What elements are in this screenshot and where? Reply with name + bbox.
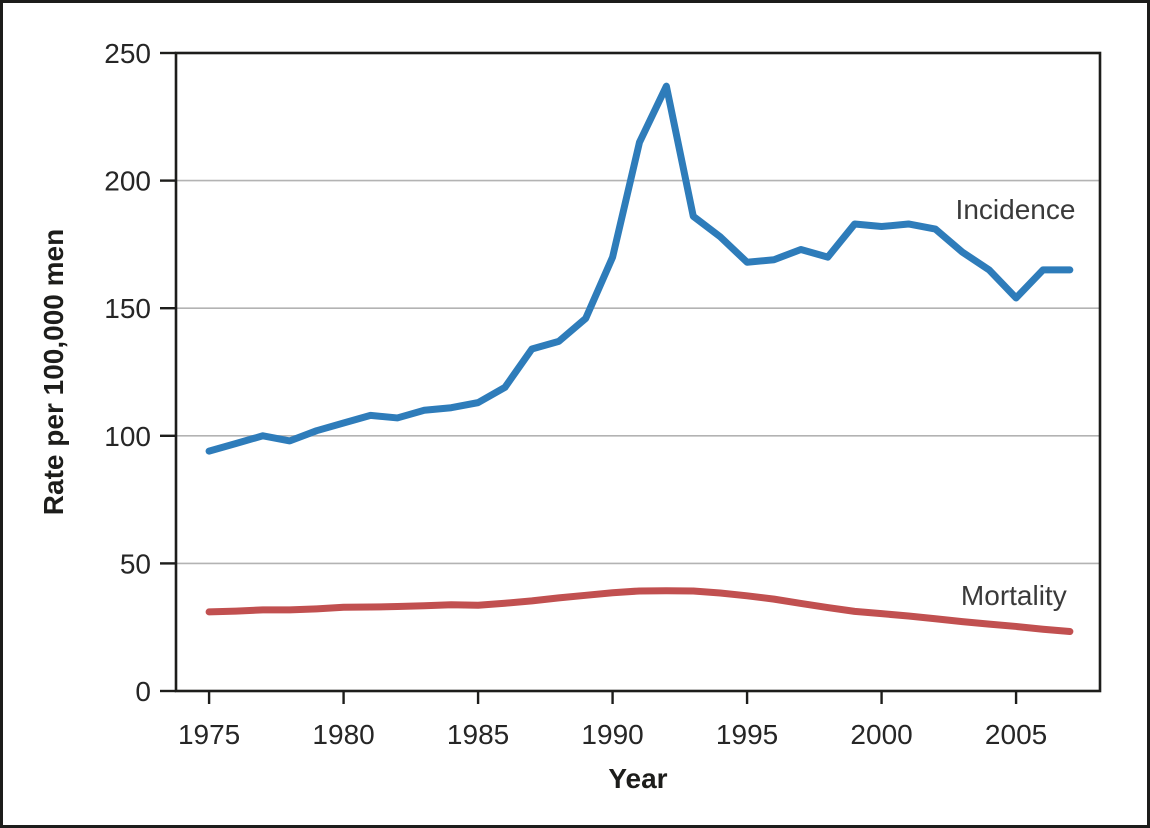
- x-axis-title: Year: [608, 763, 667, 794]
- x-tick-label: 2000: [850, 719, 912, 750]
- gridlines: [176, 179, 1100, 565]
- x-tick-label: 1975: [178, 719, 240, 750]
- y-tick-label: 250: [104, 38, 151, 69]
- y-axis-ticks: 0 50 100 150 200 250: [104, 38, 176, 707]
- series-labels: Incidence Mortality: [956, 194, 1076, 611]
- mortality-line: [205, 587, 1074, 636]
- y-axis-title: Rate per 100,000 men: [38, 229, 69, 515]
- x-tick-label: 1985: [447, 719, 509, 750]
- x-tick-label: 1990: [581, 719, 643, 750]
- data-series: [205, 82, 1074, 636]
- y-tick-label: 200: [104, 166, 151, 197]
- mortality-label: Mortality: [961, 580, 1067, 611]
- x-tick-label: 1995: [716, 719, 778, 750]
- x-tick-label: 1980: [312, 719, 374, 750]
- x-tick-label: 2005: [985, 719, 1047, 750]
- plot-frame: [174, 51, 1102, 693]
- y-tick-label: 50: [120, 548, 151, 579]
- incidence-line: [205, 82, 1074, 455]
- y-tick-label: 0: [135, 676, 151, 707]
- y-tick-label: 150: [104, 293, 151, 324]
- incidence-label: Incidence: [956, 194, 1076, 225]
- y-tick-label: 100: [104, 421, 151, 452]
- x-axis-ticks: 1975 1980 1985 1990 1995 2000 2005: [178, 691, 1047, 750]
- incidence-mortality-line-chart: 0 50 100 150 200 250 1975 1980 1985 1990 1995 2000…: [38, 38, 1102, 794]
